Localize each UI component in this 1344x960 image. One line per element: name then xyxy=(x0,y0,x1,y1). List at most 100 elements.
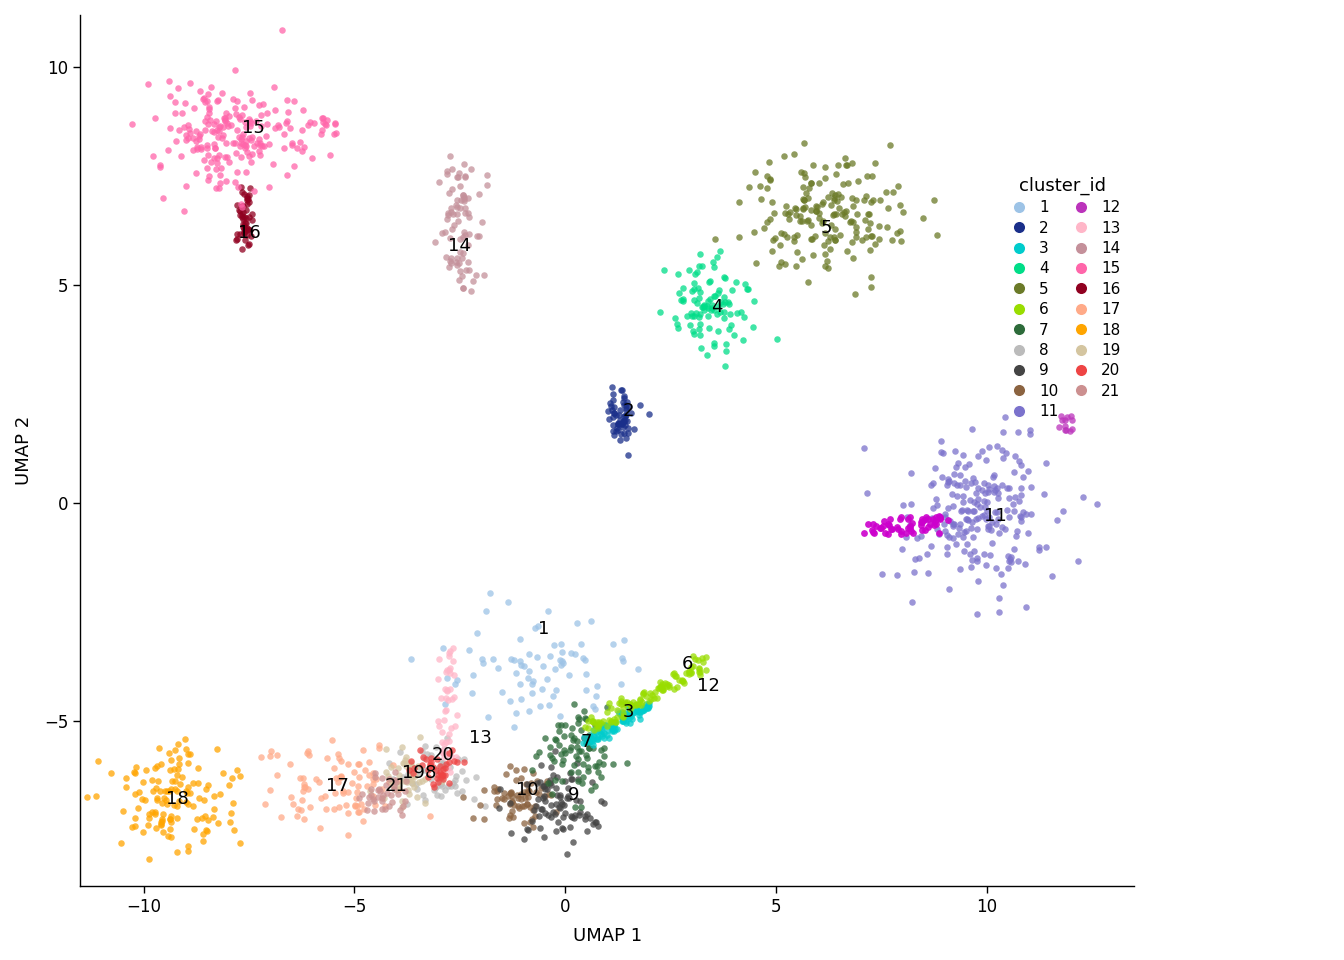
Point xyxy=(992,477,1013,492)
Point xyxy=(237,189,258,204)
Point xyxy=(962,529,984,544)
Point xyxy=(199,99,220,114)
Point xyxy=(390,803,411,818)
Point xyxy=(282,135,304,151)
Point xyxy=(933,516,954,532)
Point xyxy=(439,230,461,246)
Point xyxy=(601,721,622,736)
Point xyxy=(87,753,109,768)
Point xyxy=(477,709,499,725)
Point xyxy=(155,783,176,799)
Point xyxy=(431,772,453,787)
Point xyxy=(710,295,731,310)
Point xyxy=(1020,507,1042,522)
Point xyxy=(911,515,933,530)
Point xyxy=(896,512,918,527)
Point xyxy=(612,416,633,431)
Point xyxy=(817,233,839,249)
Point xyxy=(434,712,456,728)
Point xyxy=(583,728,605,743)
Point xyxy=(259,749,281,764)
Point xyxy=(387,786,409,802)
Point xyxy=(509,792,531,807)
Point xyxy=(521,765,543,780)
Point xyxy=(238,130,259,145)
Point xyxy=(575,683,597,698)
Point xyxy=(446,206,468,222)
Point xyxy=(996,480,1017,495)
Point xyxy=(426,787,448,803)
Point xyxy=(544,753,566,768)
Point xyxy=(556,780,578,795)
Point xyxy=(238,237,259,252)
Point xyxy=(450,178,472,193)
Point xyxy=(368,737,390,753)
Point xyxy=(806,199,828,214)
Point xyxy=(714,304,735,320)
Point xyxy=(167,783,188,799)
Point xyxy=(503,719,524,734)
Point xyxy=(586,688,607,704)
Point xyxy=(485,798,507,813)
Point xyxy=(632,703,653,718)
Point xyxy=(583,723,605,738)
Point xyxy=(1086,496,1107,512)
Point xyxy=(689,664,711,680)
Point xyxy=(504,798,526,813)
Point xyxy=(329,751,351,766)
Point xyxy=(581,613,602,629)
Point xyxy=(926,521,948,537)
Point xyxy=(880,512,902,527)
Point xyxy=(405,768,426,783)
Point xyxy=(859,243,880,258)
Point xyxy=(630,397,652,413)
Point xyxy=(345,790,367,805)
Point xyxy=(782,146,804,161)
Point xyxy=(1016,599,1038,614)
Point xyxy=(383,757,405,773)
Point xyxy=(446,169,468,184)
Point xyxy=(444,217,465,232)
Point xyxy=(444,689,465,705)
Point xyxy=(926,228,948,243)
Point xyxy=(308,775,329,790)
Point xyxy=(602,423,624,439)
Point xyxy=(728,228,750,244)
Point xyxy=(753,221,774,236)
Point xyxy=(594,731,616,746)
Point xyxy=(648,681,669,696)
Point xyxy=(915,512,937,527)
Point xyxy=(614,408,636,423)
Point xyxy=(610,693,632,708)
Point xyxy=(196,109,218,125)
Point xyxy=(978,517,1000,533)
Point xyxy=(434,696,456,711)
Point xyxy=(249,137,270,153)
Point xyxy=(203,124,224,139)
Point xyxy=(607,704,629,719)
Point xyxy=(461,685,482,701)
Point xyxy=(972,482,993,497)
Point xyxy=(160,811,181,827)
Point xyxy=(587,764,609,780)
Point xyxy=(519,814,540,829)
Point xyxy=(953,530,974,545)
Point xyxy=(239,113,261,129)
Point xyxy=(301,150,323,165)
Point xyxy=(567,752,589,767)
Point xyxy=(547,717,569,732)
Point xyxy=(612,382,633,397)
Point xyxy=(929,512,950,527)
Point xyxy=(618,399,640,415)
Point xyxy=(75,789,97,804)
Point xyxy=(997,548,1019,564)
Point xyxy=(392,756,414,771)
Point xyxy=(593,756,614,771)
Point xyxy=(610,417,632,432)
Point xyxy=(933,445,954,461)
Point xyxy=(519,799,540,814)
Point xyxy=(210,786,231,802)
Point xyxy=(930,444,952,460)
Point xyxy=(198,777,219,792)
Point xyxy=(1008,424,1030,440)
